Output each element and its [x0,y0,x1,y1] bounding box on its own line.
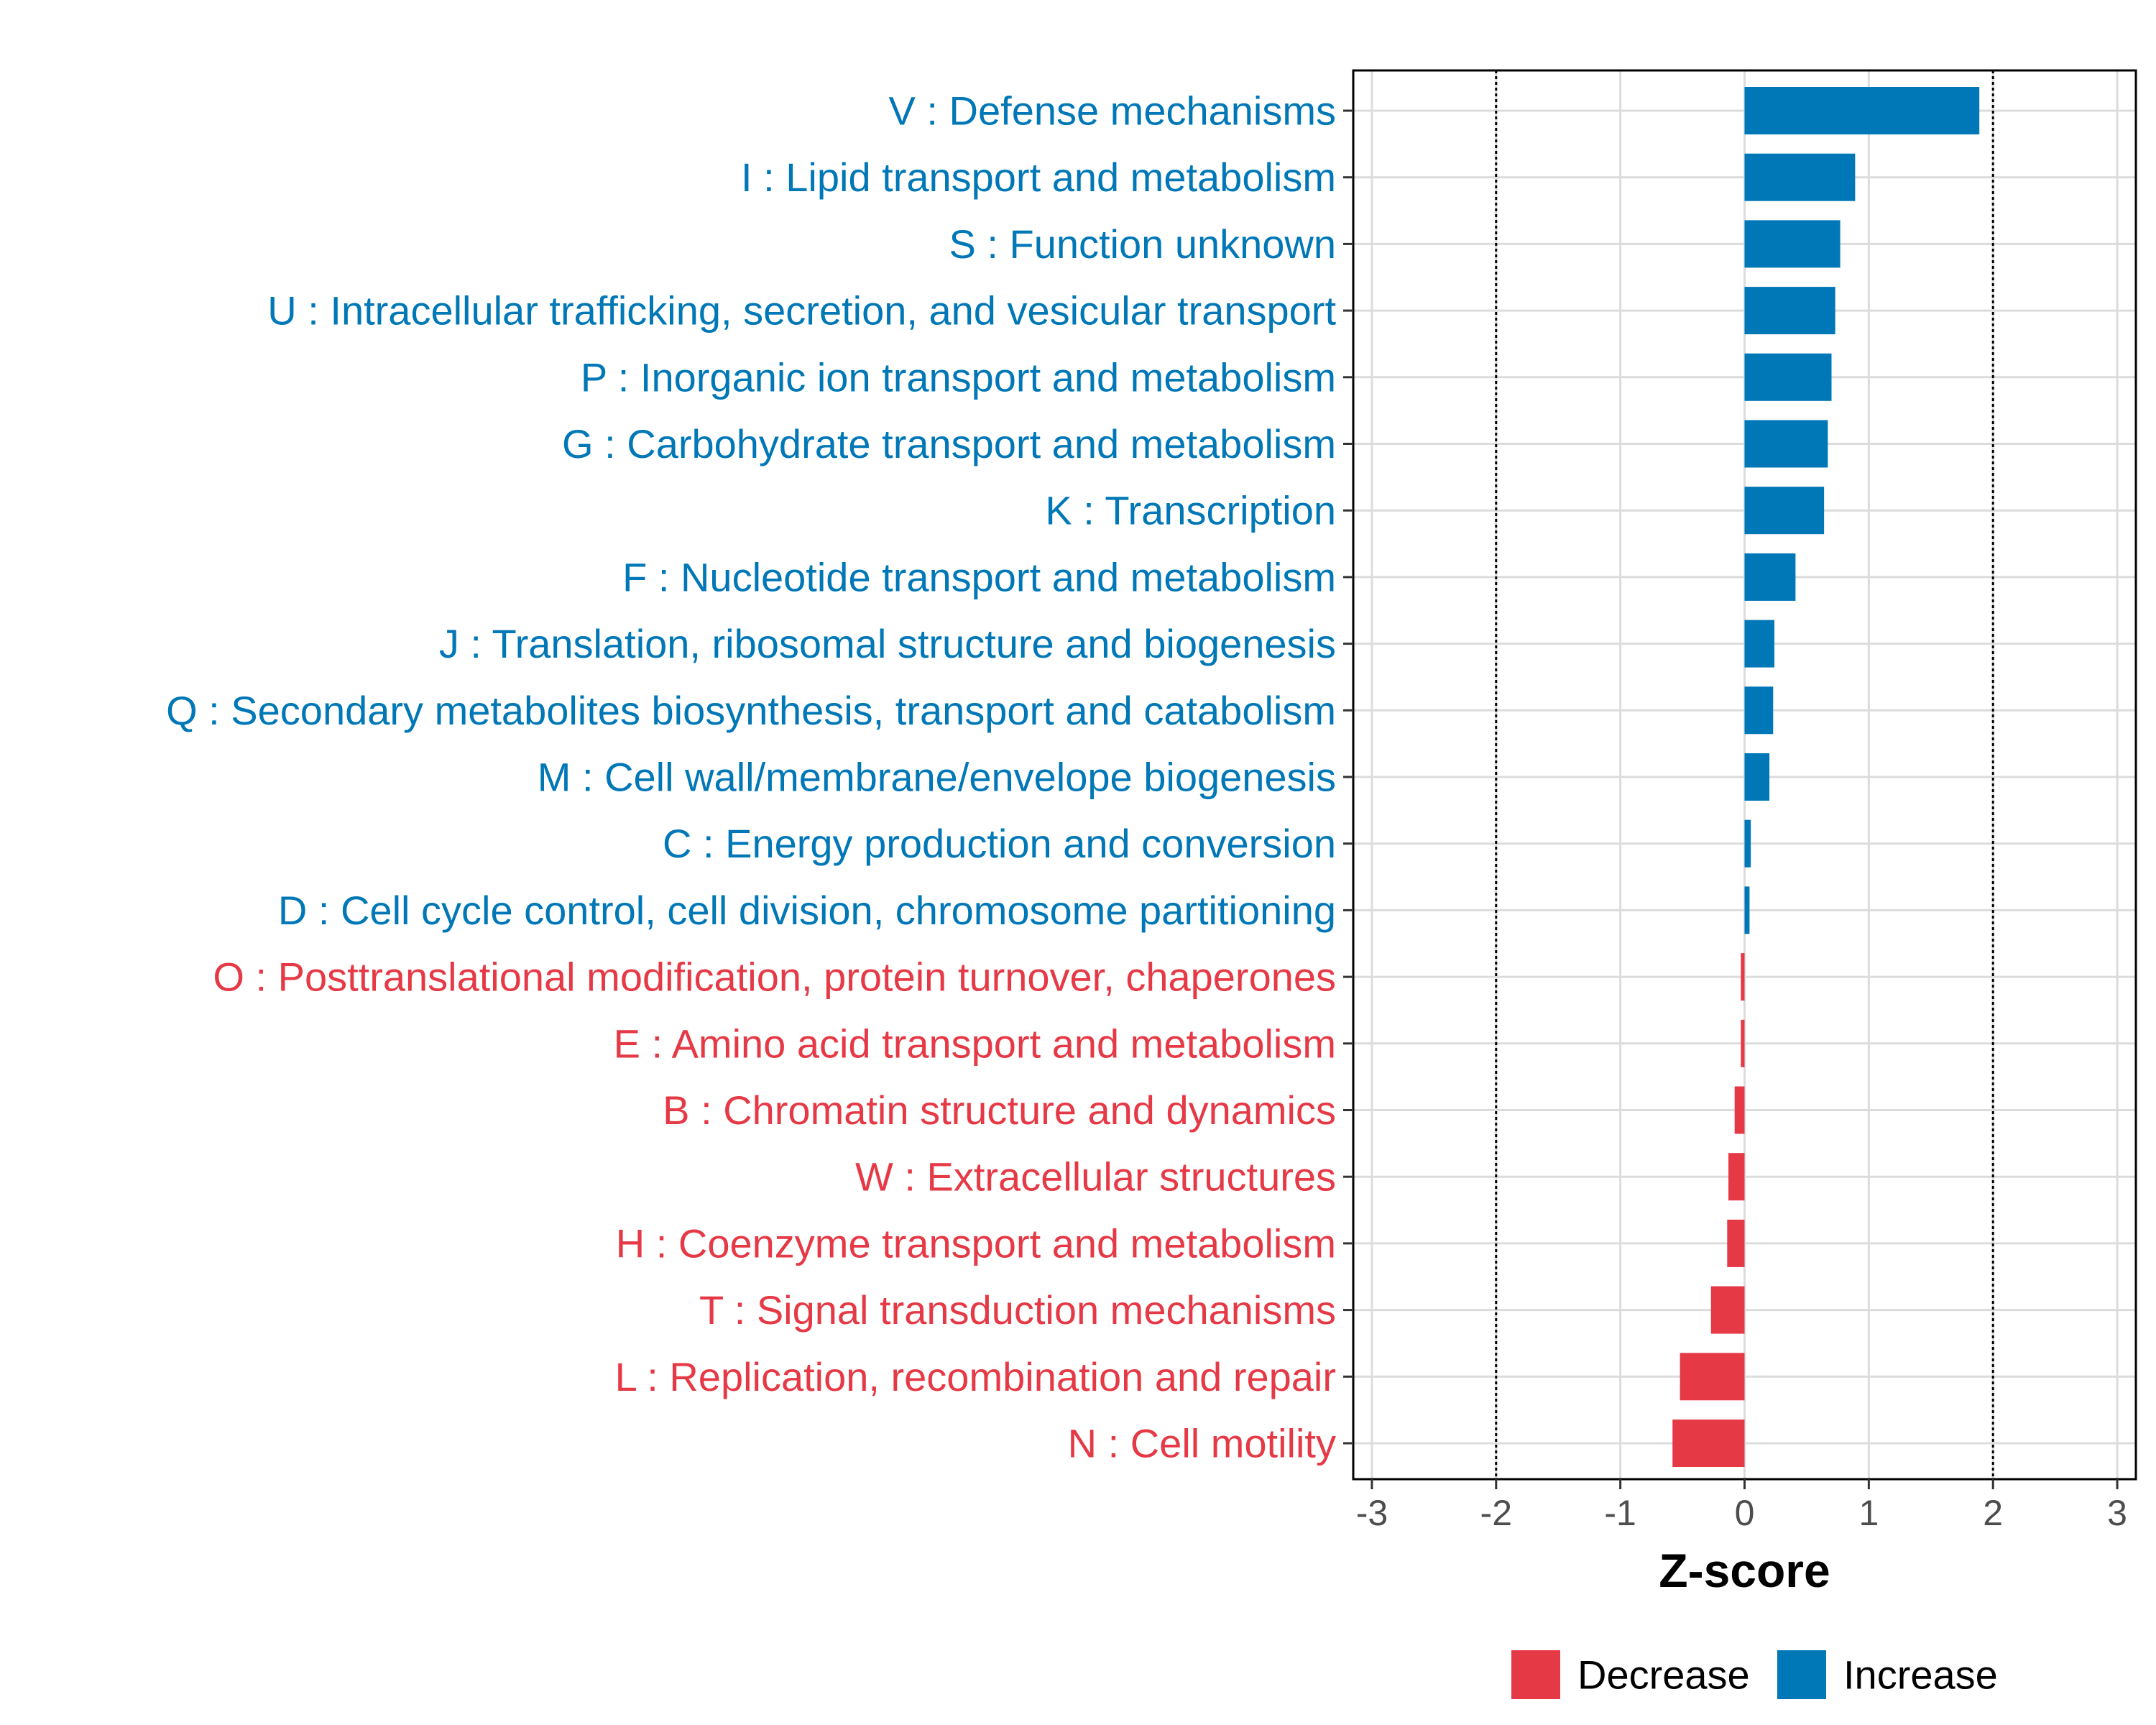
x-tick-label: 0 [1735,1493,1755,1533]
legend-label-increase: Increase [1843,1652,1998,1698]
category-label: H : Coenzyme transport and metabolism [616,1220,1336,1266]
category-label: K : Transcription [1045,488,1336,533]
category-label: W : Extracellular structures [855,1154,1336,1200]
bar-v [1744,87,1980,134]
category-label: V : Defense mechanisms [889,88,1336,134]
bar-j [1744,620,1774,668]
category-label: M : Cell wall/membrane/envelope biogenes… [538,755,1336,800]
bar-g [1744,420,1828,468]
category-label: E : Amino acid transport and metabolism [614,1021,1336,1066]
bar-k [1744,487,1825,535]
category-label: D : Cell cycle control, cell division, c… [278,888,1336,933]
x-axis: -3 -2 -1 0 1 2 3 [1356,1479,2127,1533]
category-label: C : Energy production and conversion [663,821,1336,866]
reference-lines [1495,70,1994,1479]
category-label: G : Carbohydrate transport and metabolis… [562,421,1336,466]
x-tick-label: -3 [1356,1493,1388,1533]
category-label: I : Lipid transport and metabolism [741,155,1336,200]
category-label: T : Signal transduction mechanisms [699,1287,1336,1333]
legend-swatch-increase [1777,1650,1826,1699]
category-label: Q : Secondary metabolites biosynthesis, … [166,688,1336,733]
x-axis-title: Z-score [1659,1544,1830,1597]
category-label: L : Replication, recombination and repai… [615,1354,1336,1399]
category-label: S : Function unknown [949,221,1336,267]
bar-l [1680,1353,1745,1401]
bar-f [1744,553,1796,601]
category-label: B : Chromatin structure and dynamics [663,1087,1336,1133]
bar-q [1744,686,1774,735]
category-label: P : Inorganic ion transport and metaboli… [581,354,1336,400]
y-axis: V : Defense mechanisms I : Lipid transpor… [166,88,1353,1466]
category-label: F : Nucleotide transport and metabolism [622,554,1336,599]
category-label: O : Posttranslational modification, prot… [213,954,1336,1000]
bar-d [1744,886,1750,934]
bar-t [1710,1286,1745,1334]
x-tick-label: 1 [1858,1493,1879,1533]
bar-u [1744,287,1835,335]
bar-n [1672,1420,1745,1467]
bar-p [1744,353,1832,401]
bar-b [1734,1086,1745,1134]
category-label: J : Translation, ribosomal structure and… [439,621,1336,666]
bar-o [1741,953,1745,1001]
bar-e [1741,1019,1745,1067]
bar-w [1728,1153,1745,1201]
category-label: N : Cell motility [1068,1421,1336,1466]
legend: Decrease Increase [1511,1650,1998,1699]
legend-swatch-decrease [1511,1650,1560,1699]
x-tick-label: 2 [1983,1493,2003,1533]
bar-s [1744,220,1841,268]
bar-m [1744,753,1770,801]
category-label: U : Intracellular trafficking, secretion… [267,288,1336,334]
x-tick-label: 3 [2107,1493,2127,1533]
bar-c [1744,819,1751,868]
bars-layer [1672,87,1980,1467]
legend-label-decrease: Decrease [1577,1652,1750,1698]
bar-i [1744,153,1856,201]
x-tick-label: -2 [1480,1493,1512,1533]
bar-h [1727,1219,1745,1267]
x-tick-label: -1 [1604,1493,1636,1533]
